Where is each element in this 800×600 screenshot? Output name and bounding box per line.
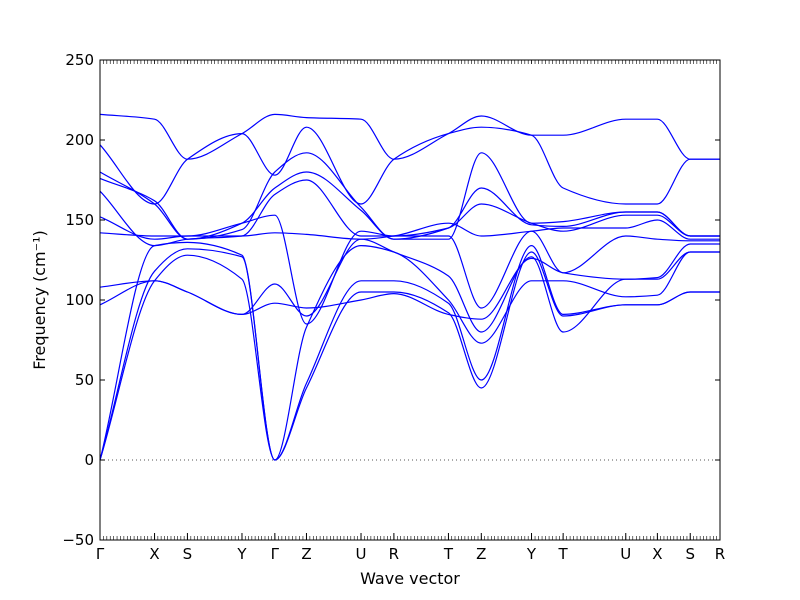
band-line-11	[99, 126, 720, 205]
kpoint-label: R	[715, 545, 725, 563]
band-line-6	[99, 214, 720, 325]
y-tick-label: 50	[75, 371, 94, 389]
series-layer	[99, 113, 720, 461]
y-axis-ticks: −50 0 50 100 150 200 250	[62, 51, 720, 549]
kpoint-label: Z	[301, 545, 311, 563]
y-tick-label: −50	[62, 531, 94, 549]
y-tick-label: 200	[65, 131, 94, 149]
kpoint-label: R	[389, 545, 399, 563]
kpoint-label: U	[620, 545, 631, 563]
kpoint-label: X	[149, 545, 159, 563]
y-axis-label: Frequency (cm⁻¹)	[30, 230, 49, 369]
y-tick-label: 250	[65, 51, 94, 69]
kpoint-label: T	[558, 545, 569, 563]
kpoint-label: X	[652, 545, 662, 563]
band-line-12	[99, 113, 720, 160]
kpoint-minor-ticks	[99, 60, 721, 540]
kpoint-label: Γ	[271, 545, 280, 563]
kpoint-label: S	[685, 545, 695, 563]
kpoint-label: Γ	[96, 545, 105, 563]
kpoint-label: U	[356, 545, 367, 563]
kpoint-label: S	[183, 545, 193, 563]
band-line-5	[99, 243, 720, 320]
band-line-10	[99, 152, 720, 240]
band-line-2	[99, 244, 720, 461]
kpoint-label: Y	[526, 545, 537, 563]
kpoint-label: T	[443, 545, 454, 563]
y-tick-label: 0	[84, 451, 94, 469]
y-tick-label: 150	[65, 211, 94, 229]
x-axis-label: Wave vector	[360, 569, 460, 588]
y-tick-label: 100	[65, 291, 94, 309]
kpoint-label: Z	[476, 545, 486, 563]
band-line-3	[99, 241, 720, 461]
band-line-9	[99, 171, 720, 240]
kpoint-label: Y	[236, 545, 247, 563]
plot-frame	[99, 59, 721, 541]
band-line-4	[99, 238, 720, 333]
